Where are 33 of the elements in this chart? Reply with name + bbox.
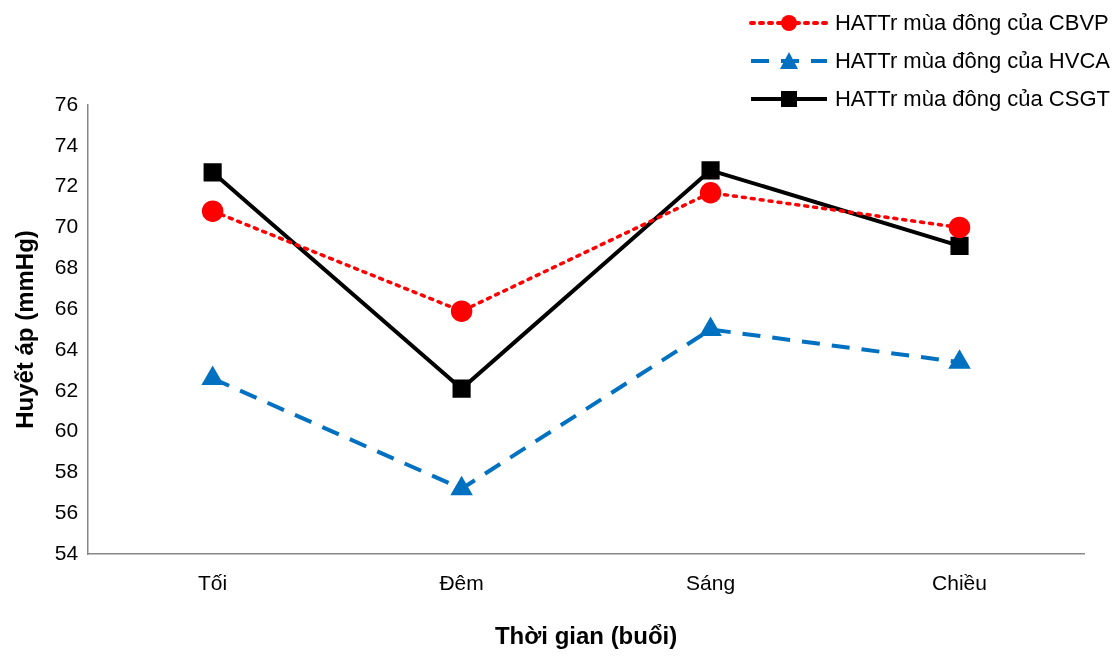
y-tick-label: 56 [54, 499, 79, 523]
point [949, 351, 970, 369]
y-tick-label: 60 [54, 418, 79, 442]
y-tick-label: 64 [54, 336, 79, 360]
point [700, 318, 721, 336]
point [452, 379, 471, 398]
y-tick-label: 66 [54, 295, 79, 319]
x-tick-label: Chiều [932, 571, 987, 595]
y-tick-label: 62 [54, 377, 79, 401]
y-tick-label: 76 [54, 91, 79, 115]
point [201, 200, 224, 222]
legend-label: HATTr mùa đông của CBVP [834, 10, 1109, 36]
x-tick-label: Tối [198, 571, 228, 595]
x-tick-label: Đêm [439, 571, 484, 595]
point [450, 300, 473, 322]
y-tick-label: 58 [54, 459, 79, 483]
x-tick-label: Sáng [686, 571, 736, 595]
y-tick-label: 72 [54, 173, 79, 197]
y-tick-label: 54 [54, 540, 79, 564]
legend-label: HATTr mùa đông của HVCA [834, 48, 1110, 74]
point [950, 236, 969, 255]
x-axis-title: Thời gian (buổi) [494, 622, 678, 650]
point [203, 163, 222, 182]
y-tick-label: 70 [54, 214, 79, 238]
y-tick-label: 74 [54, 132, 79, 156]
legend-label: HATTr mùa đông của CSGT [834, 86, 1110, 112]
y-tick-label: 68 [54, 255, 79, 279]
point [701, 161, 720, 180]
point [450, 475, 473, 496]
point [699, 182, 722, 204]
y-axis-title: Huyết áp (mmHg) [11, 230, 39, 429]
point [202, 367, 223, 385]
point [948, 216, 971, 239]
